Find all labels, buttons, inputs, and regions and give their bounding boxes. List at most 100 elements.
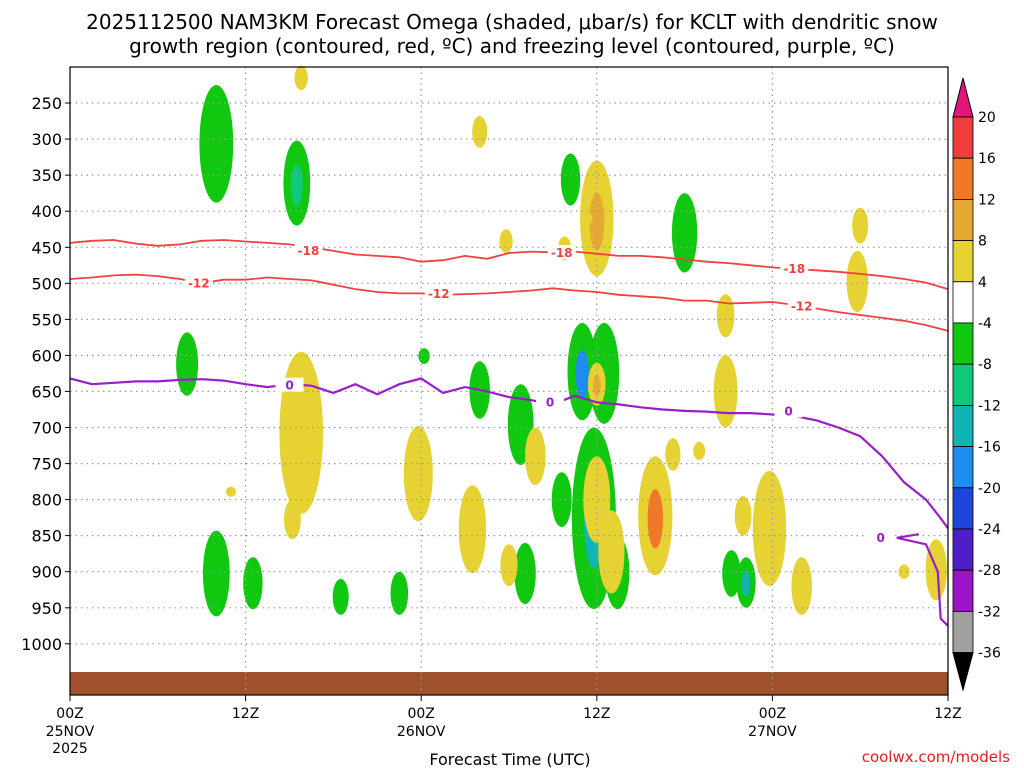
colorbar-label-5: -4: [978, 316, 992, 332]
y-tick-label-500: 500: [31, 274, 62, 293]
omega-region-45: [846, 250, 868, 313]
colorbar-label-1: 16: [978, 151, 996, 167]
contour-label-bg-6: [275, 377, 304, 392]
contour-label-bg-2: [780, 260, 809, 275]
omega-region-34: [500, 544, 518, 587]
omega-core-13: [575, 349, 589, 399]
colorbar-label-7: -12: [978, 398, 1001, 414]
contour-label-6: 0: [285, 379, 293, 393]
omega-region-41: [734, 496, 752, 536]
colorbar-label-12: -32: [978, 604, 1001, 620]
y-axis: 250 300 350 400 450 500 550 600 650 700 750 800 850 9…: [21, 94, 70, 654]
contour-label-8: 0: [784, 405, 792, 419]
x-tick-label-3: 12Z: [583, 706, 610, 722]
x-tick-label-0: 00Z: [56, 706, 83, 722]
grid-lines: [69, 67, 949, 695]
y-tick-label-250: 250: [31, 94, 62, 113]
contour-label-5: -12: [791, 299, 813, 313]
contour-label-4: -12: [428, 287, 450, 301]
colorbar-label-0: 20: [978, 110, 996, 126]
omega-region-28: [598, 510, 625, 594]
omega-core-36: [647, 489, 663, 549]
omega-region-3: [202, 530, 230, 617]
y-tick-label-400: 400: [31, 202, 62, 221]
colorbar-swatch-12: [952, 611, 974, 654]
y-tick-label-750: 750: [31, 455, 62, 474]
colorbar-swatch-5: [952, 322, 974, 365]
y-tick-label-350: 350: [31, 166, 62, 185]
omega-region-18: [722, 550, 741, 597]
x-axis-title: Forecast Time (UTC): [429, 750, 590, 768]
colorbar-label-11: -28: [978, 563, 1001, 579]
ground-surface: [70, 672, 948, 695]
colorbar-swatch-6: [952, 363, 974, 406]
contour-label-0: -18: [298, 244, 320, 258]
y-tick-label-900: 900: [31, 563, 62, 582]
colorbar-label-8: -16: [978, 440, 1001, 456]
x-tick-label-1: 12Z: [232, 706, 259, 722]
contour-0: [69, 377, 949, 627]
x-tick-date-2: 26NOV: [397, 724, 446, 740]
colorbar-swatch-2: [952, 198, 974, 241]
contour-label-bg-9: [866, 529, 895, 544]
omega-region-44: [852, 207, 869, 244]
omega-region-43: [791, 557, 812, 615]
colorbar-bottom-triangle: [952, 652, 974, 692]
colorbar-label-6: -8: [978, 357, 992, 373]
contour-label-bg-0: [294, 242, 323, 257]
x-tick-label-2: 00Z: [407, 706, 434, 722]
contour-label-bg-7: [536, 394, 564, 409]
y-tick-label-550: 550: [31, 310, 62, 329]
x-tick-label-4: 00Z: [759, 706, 786, 722]
colorbar-swatch-0: [952, 116, 974, 159]
omega-region-21: [472, 115, 488, 148]
colorbar-label-3: 8: [978, 234, 987, 250]
contour-label-2: -18: [783, 262, 805, 276]
colorbar-swatch-10: [952, 528, 974, 571]
omega-region-11: [560, 153, 581, 206]
omega-region-17: [671, 193, 698, 273]
omega-region-32: [403, 426, 433, 522]
x-tick-year-0: 2025: [52, 741, 88, 757]
omega-core-26: [592, 374, 601, 397]
contour-label-bg-8: [774, 403, 803, 418]
omega-region-29: [279, 351, 324, 514]
contour-label-bg-4: [424, 286, 453, 301]
omega-region-46: [898, 564, 910, 579]
contour-labels: -18 -18 -18 -12 -12 -12 0 0 0 0: [184, 242, 895, 545]
omega-region-2: [176, 332, 199, 396]
x-tick-date-0: 25NOV: [46, 724, 95, 740]
omega-core-1: [290, 163, 303, 207]
omega-region-5: [332, 578, 349, 615]
contour-label-bg-1: [547, 245, 576, 259]
colorbar-swatch-8: [952, 446, 974, 489]
colorbar-label-9: -20: [978, 481, 1001, 497]
omega-region-6: [390, 571, 409, 615]
y-tick-label-600: 600: [31, 346, 62, 365]
omega-region-12: [551, 472, 572, 527]
omega-region-38: [693, 441, 706, 460]
colorbar-swatch-1: [952, 157, 974, 200]
colorbar-label-2: 12: [978, 192, 996, 208]
omega-region-0: [199, 85, 234, 203]
title-line-2: growth region (contoured, red, ºC) and f…: [129, 34, 895, 58]
omega-region-42: [752, 470, 787, 587]
omega-region-7: [418, 348, 430, 364]
contour-label-bg-3: [184, 275, 213, 290]
omega-region-22: [499, 229, 513, 254]
colorbar-swatch-11: [952, 569, 974, 612]
y-tick-label-1000: 1000: [21, 635, 62, 654]
colorbar-swatch-9: [952, 487, 974, 530]
omega-region-31: [225, 486, 237, 497]
omega-region-25: [581, 211, 593, 226]
omega-region-20: [294, 65, 308, 91]
colorbar-swatch-7: [952, 404, 974, 447]
x-tick-date-4: 27NOV: [748, 724, 797, 740]
plot-frame: [69, 66, 949, 696]
omega-region-39: [716, 294, 735, 338]
y-tick-label-700: 700: [31, 419, 62, 438]
credit-text: coolwx.com/models: [862, 748, 1010, 766]
contour-label-3: -12: [188, 276, 210, 290]
